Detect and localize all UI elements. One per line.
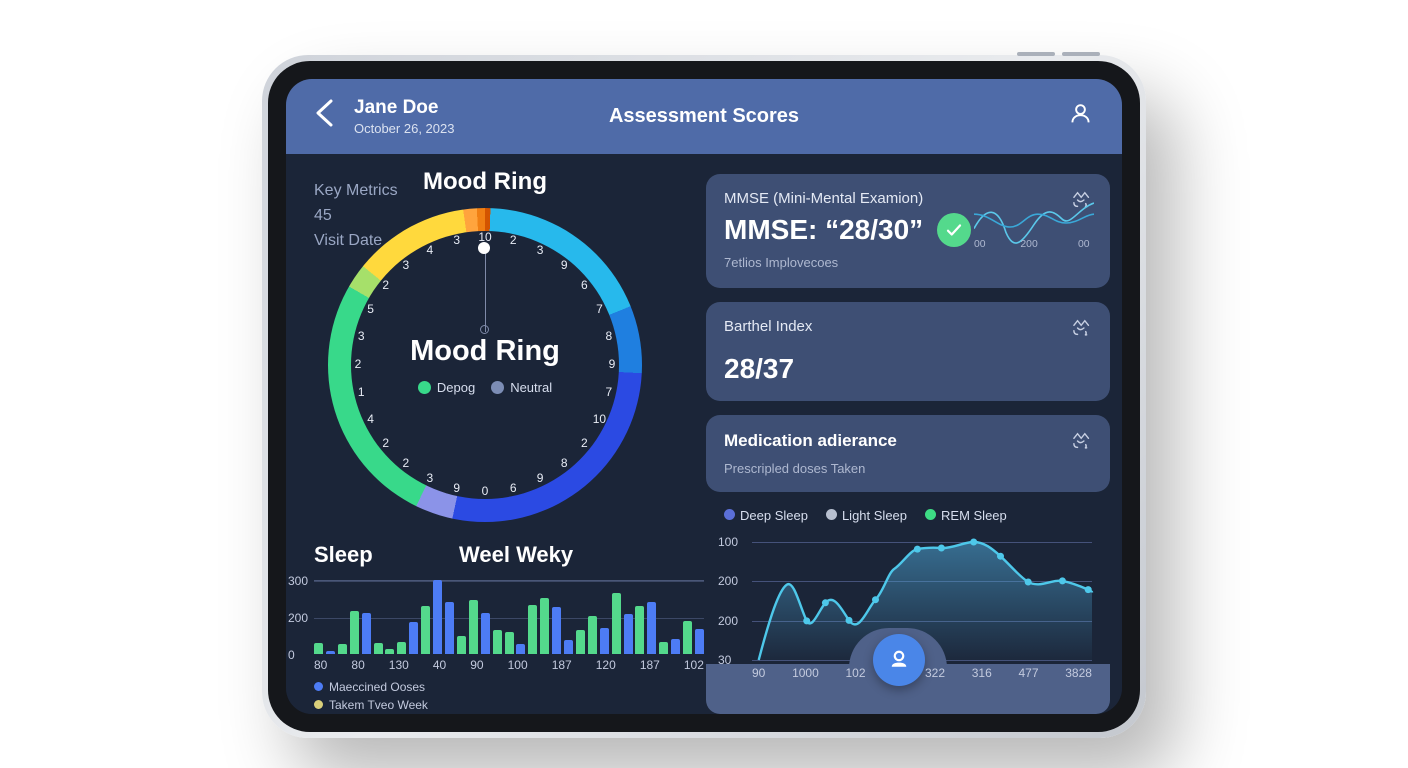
- svg-text:00: 00: [1078, 239, 1090, 250]
- svg-text:00: 00: [974, 239, 986, 250]
- svg-text:200: 200: [1020, 239, 1038, 250]
